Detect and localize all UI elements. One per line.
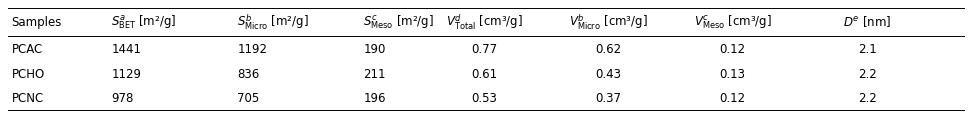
Text: 0.77: 0.77 [472, 43, 497, 56]
Text: $D^{e}$ [nm]: $D^{e}$ [nm] [843, 14, 891, 29]
Text: 2.2: 2.2 [858, 67, 877, 80]
Text: 0.12: 0.12 [720, 92, 745, 105]
Text: $V^{c}_{\mathrm{Meso}}$ [cm³/g]: $V^{c}_{\mathrm{Meso}}$ [cm³/g] [694, 13, 771, 30]
Text: Samples: Samples [12, 15, 62, 28]
Text: PCHO: PCHO [12, 67, 45, 80]
Text: 1192: 1192 [237, 43, 267, 56]
Text: 2.2: 2.2 [858, 92, 877, 105]
Text: 0.61: 0.61 [472, 67, 497, 80]
Text: PCAC: PCAC [12, 43, 43, 56]
Text: 978: 978 [111, 92, 134, 105]
Text: 2.1: 2.1 [858, 43, 877, 56]
Text: 190: 190 [363, 43, 386, 56]
Text: 0.43: 0.43 [596, 67, 621, 80]
Text: $S^{c}_{\mathrm{Meso}}$ [m²/g]: $S^{c}_{\mathrm{Meso}}$ [m²/g] [363, 13, 434, 30]
Text: 705: 705 [237, 92, 260, 105]
Text: $S^{a}_{\mathrm{BET}}$ [m²/g]: $S^{a}_{\mathrm{BET}}$ [m²/g] [111, 13, 176, 30]
Text: $V^{b}_{\mathrm{Micro}}$ [cm³/g]: $V^{b}_{\mathrm{Micro}}$ [cm³/g] [569, 12, 648, 32]
Text: $V^{d}_{\mathrm{Total}}$ [cm³/g]: $V^{d}_{\mathrm{Total}}$ [cm³/g] [446, 12, 523, 32]
Text: 1441: 1441 [111, 43, 141, 56]
Text: 0.13: 0.13 [720, 67, 745, 80]
Text: 0.37: 0.37 [596, 92, 621, 105]
Text: $S^{b}_{\mathrm{Micro}}$ [m²/g]: $S^{b}_{\mathrm{Micro}}$ [m²/g] [237, 12, 309, 32]
Text: 196: 196 [363, 92, 386, 105]
Text: 0.53: 0.53 [472, 92, 497, 105]
Text: 0.12: 0.12 [720, 43, 745, 56]
Text: 0.62: 0.62 [596, 43, 621, 56]
Text: 836: 836 [237, 67, 260, 80]
Text: 1129: 1129 [111, 67, 141, 80]
Text: 211: 211 [363, 67, 386, 80]
Text: PCNC: PCNC [12, 92, 44, 105]
